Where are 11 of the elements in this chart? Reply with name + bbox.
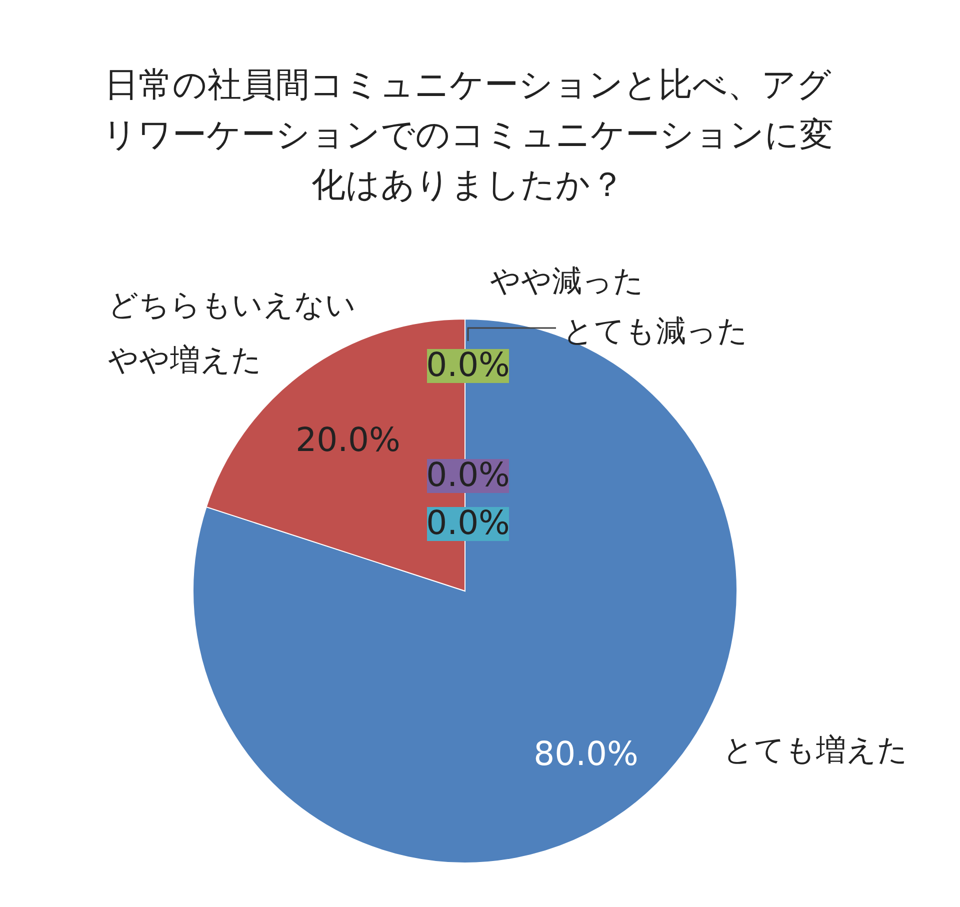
- text: 0.0%: [426, 455, 510, 494]
- category-label: どちらもいえない: [108, 288, 356, 323]
- slice-label: やや増えた: [108, 343, 262, 378]
- legend-label: とても減った: [563, 314, 748, 349]
- text: 0.0%: [426, 345, 510, 384]
- text: 0.0%: [426, 503, 510, 542]
- category-label: やや減った: [490, 264, 644, 299]
- chart-title: 日常の社員間コミュニケーションと比べ、アグリワーケーションでのコミュニケーションに変化はありましたか？: [102, 65, 834, 205]
- data-label: 80.0%: [534, 734, 638, 773]
- data-label: 20.0%: [296, 420, 400, 459]
- slice-label: とても増えた: [723, 733, 908, 768]
